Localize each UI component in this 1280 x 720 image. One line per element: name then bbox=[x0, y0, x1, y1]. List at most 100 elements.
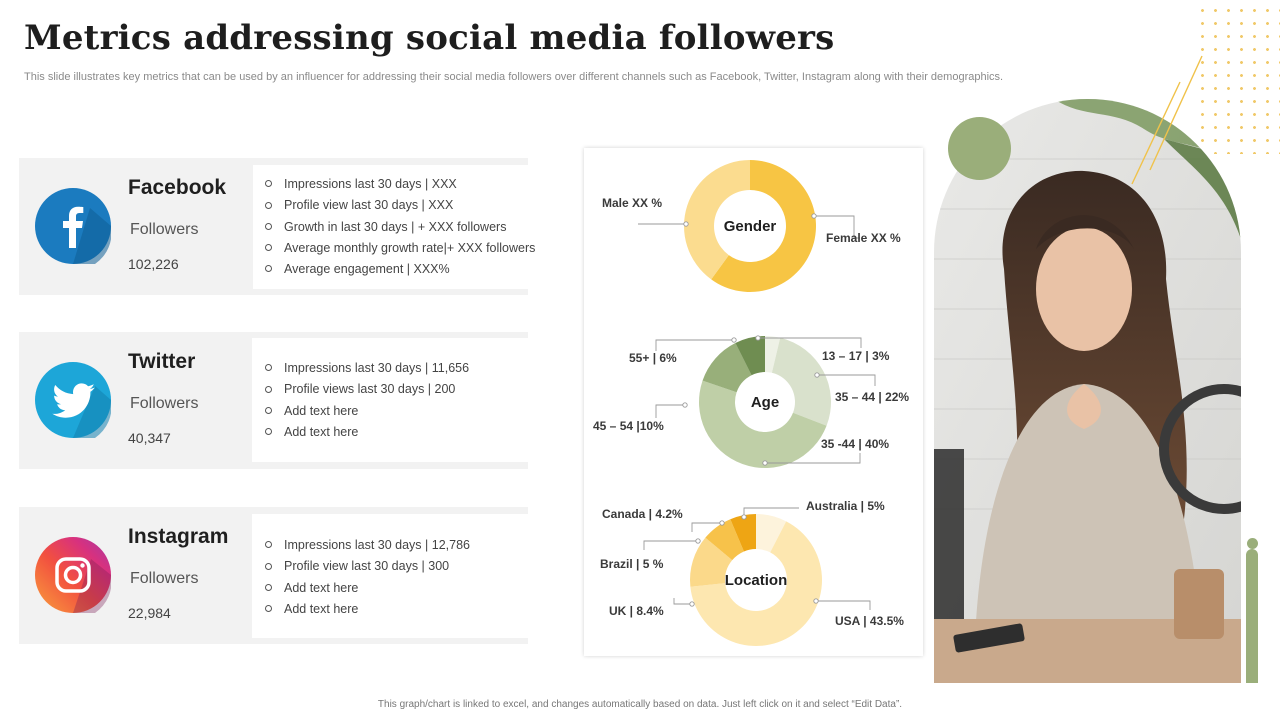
leader-line bbox=[643, 540, 698, 550]
followers-label: Followers bbox=[130, 395, 199, 412]
facebook-icon bbox=[35, 188, 112, 264]
bullet-icon bbox=[265, 583, 272, 591]
leader-line bbox=[691, 522, 722, 532]
bullet-icon bbox=[265, 428, 272, 436]
donut-center-label: Location bbox=[725, 572, 788, 589]
data-label: Brazil | 5 % bbox=[600, 557, 664, 571]
leader-line bbox=[816, 600, 871, 610]
decorative-green-dot bbox=[1247, 538, 1258, 549]
metric-item: Add text here bbox=[265, 401, 528, 422]
leader-dot bbox=[813, 598, 819, 604]
platform-name: Twitter bbox=[128, 350, 196, 373]
donut-slice-age-1 bbox=[771, 337, 831, 426]
data-label: 45 – 54 |10% bbox=[593, 419, 664, 433]
metric-item: Average monthly growth rate|+ XXX follow… bbox=[265, 238, 584, 259]
metric-item: Profile view last 30 days | XXX bbox=[265, 195, 584, 216]
leader-line bbox=[655, 404, 685, 418]
bullet-icon bbox=[265, 541, 272, 549]
donut-slice-gender-0 bbox=[711, 160, 816, 292]
donut-slice-gender-1 bbox=[684, 160, 750, 280]
leader-line bbox=[743, 507, 799, 517]
data-label: 35 – 44 | 22% bbox=[835, 390, 909, 404]
data-label: 13 – 17 | 3% bbox=[822, 349, 890, 363]
donut-slice-age-4 bbox=[735, 336, 765, 376]
metric-item: Profile views last 30 days | 200 bbox=[265, 379, 528, 400]
donut-slice-location-1 bbox=[690, 521, 822, 646]
data-label: 55+ | 6% bbox=[629, 351, 677, 365]
donut-slice-location-2 bbox=[690, 537, 733, 587]
decorative-gold-lines bbox=[1131, 55, 1203, 185]
metric-item: Add text here bbox=[265, 422, 528, 443]
page-subtitle: This slide illustrates key metrics that … bbox=[24, 71, 1004, 83]
influencer-photo bbox=[934, 99, 1241, 683]
data-label: Canada | 4.2% bbox=[602, 507, 683, 521]
leader-dot bbox=[762, 460, 768, 466]
leader-dot bbox=[682, 402, 688, 408]
followers-count: 40,347 bbox=[128, 430, 171, 446]
data-label: USA | 43.5% bbox=[835, 614, 904, 628]
twitter-icon bbox=[35, 362, 112, 438]
demographics-donut-charts: Gender Female XX % Male XX % Age 13 – 17 | 3… bbox=[593, 160, 909, 646]
leader-dot bbox=[814, 372, 820, 378]
decorative-green-circle bbox=[948, 117, 1011, 180]
decorative-dot-grid bbox=[1196, 4, 1280, 154]
bullet-icon bbox=[265, 406, 272, 414]
leader-dot bbox=[811, 213, 817, 219]
leader-line bbox=[817, 374, 876, 386]
data-label: Male XX % bbox=[602, 196, 662, 210]
footer-note: This graph/chart is linked to excel, and… bbox=[377, 699, 903, 710]
instagram-metrics: Impressions last 30 days | 12,786 Profil… bbox=[252, 514, 528, 638]
platform-name: Facebook bbox=[128, 176, 227, 199]
demographics-chart-panel: Gender Female XX % Male XX % Age 13 – 17 | 3… bbox=[584, 148, 923, 656]
metric-item: Impressions last 30 days | XXX bbox=[265, 174, 584, 195]
donut-slice-age-3 bbox=[702, 343, 752, 393]
leader-line bbox=[673, 598, 692, 605]
platform-name: Instagram bbox=[128, 525, 229, 548]
leader-line bbox=[758, 337, 862, 348]
leader-dot bbox=[741, 514, 747, 520]
twitter-metrics: Impressions last 30 days | 11,656 Profil… bbox=[252, 338, 528, 462]
donut-slice-location-3 bbox=[705, 519, 744, 561]
followers-count: 22,984 bbox=[128, 605, 171, 621]
bullet-icon bbox=[265, 180, 272, 188]
leader-line bbox=[655, 339, 734, 351]
donut-slice-age-2 bbox=[699, 380, 827, 468]
followers-count: 102,226 bbox=[128, 256, 179, 272]
metric-item: Average engagement | XXX% bbox=[265, 259, 584, 280]
decorative-green-bar bbox=[1246, 549, 1258, 683]
followers-label: Followers bbox=[130, 570, 199, 587]
bullet-icon bbox=[265, 201, 272, 209]
leader-dot bbox=[731, 337, 737, 343]
metric-item: Growth in last 30 days | + XXX followers bbox=[265, 217, 584, 238]
bullet-icon bbox=[265, 222, 272, 230]
bullet-icon bbox=[265, 562, 272, 570]
instagram-icon bbox=[35, 537, 112, 613]
data-label: 35 -44 | 40% bbox=[821, 437, 889, 451]
bullet-icon bbox=[265, 265, 272, 273]
data-label: Female XX % bbox=[826, 231, 901, 245]
page-title: Metrics addressing social media follower… bbox=[24, 18, 835, 58]
followers-label: Followers bbox=[130, 221, 199, 238]
data-label: UK | 8.4% bbox=[609, 604, 664, 618]
metric-item: Impressions last 30 days | 11,656 bbox=[265, 358, 528, 379]
donut-slice-location-0 bbox=[756, 514, 787, 553]
metric-item: Profile view last 30 days | 300 bbox=[265, 556, 528, 577]
donut-slice-location-4 bbox=[730, 514, 756, 552]
facebook-metrics: Impressions last 30 days | XXX Profile v… bbox=[253, 165, 584, 289]
leader-dot bbox=[683, 221, 689, 227]
donut-center-label: Age bbox=[751, 394, 779, 411]
metric-item: Add text here bbox=[265, 599, 528, 620]
metric-item: Add text here bbox=[265, 578, 528, 599]
bullet-icon bbox=[265, 605, 272, 613]
donut-slice-age-0 bbox=[765, 336, 781, 373]
donut-center-label: Gender bbox=[724, 218, 777, 235]
leader-dot bbox=[719, 520, 725, 526]
leader-line bbox=[765, 453, 861, 464]
leader-dot bbox=[695, 538, 701, 544]
leader-dot bbox=[689, 601, 695, 607]
metric-item: Impressions last 30 days | 12,786 bbox=[265, 535, 528, 556]
bullet-icon bbox=[265, 385, 272, 393]
bullet-icon bbox=[265, 364, 272, 372]
leader-line bbox=[814, 215, 860, 239]
data-label: Australia | 5% bbox=[806, 499, 885, 513]
